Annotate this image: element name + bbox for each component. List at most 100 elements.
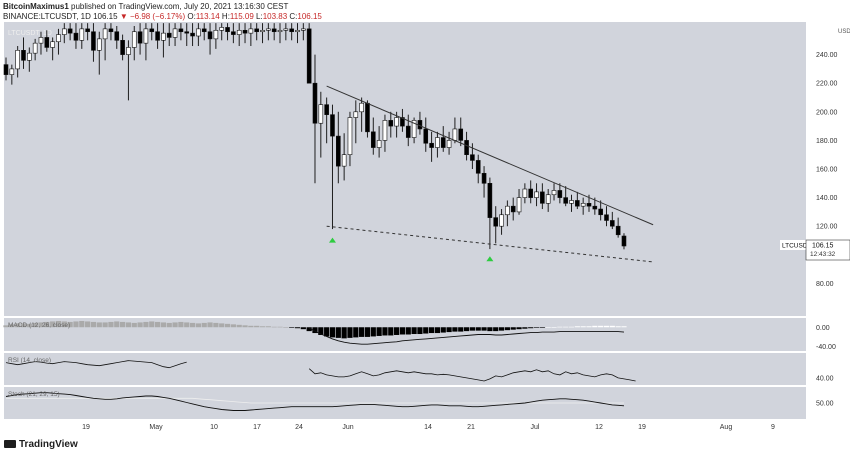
x-tick-label: 24 [295, 424, 303, 431]
macd-histogram-bar [108, 321, 114, 328]
stoch-label: Stoch (21, 29, 15) [8, 391, 60, 398]
candle-body [324, 104, 329, 115]
stoch-y-tick: 50.00 [816, 401, 834, 408]
y-tick-label: 140.00 [816, 195, 838, 202]
macd-histogram-bar [271, 326, 277, 328]
candle-body [481, 172, 487, 184]
candle-body [429, 142, 434, 148]
x-tick-label: 12 [595, 424, 603, 431]
x-tick-label: 19 [638, 424, 646, 431]
macd-histogram-bar [277, 326, 283, 328]
candle-body [423, 128, 429, 144]
publish-info: published on TradingView.com, July 20, 2… [71, 2, 289, 11]
macd-histogram-bar [551, 327, 557, 328]
candle-body [557, 190, 563, 198]
macd-histogram-bar [452, 327, 458, 332]
candle-body [143, 28, 149, 44]
macd-histogram-bar [172, 322, 178, 328]
pane-background-2 [4, 353, 806, 385]
macd-histogram-bar [481, 327, 487, 331]
macd-histogram-bar [539, 327, 545, 328]
unit-label: USDT [838, 29, 850, 35]
candle-body [394, 117, 399, 127]
candle-body [96, 38, 102, 51]
candle-body [32, 42, 38, 54]
candle-body [545, 194, 551, 204]
macd-histogram-bar [32, 322, 38, 328]
macd-histogram-bar [3, 325, 9, 328]
candle-body [266, 28, 271, 31]
candle-body [528, 188, 534, 198]
macd-histogram-bar [67, 321, 73, 328]
candle-body [312, 82, 318, 124]
macd-histogram-bar [137, 322, 143, 328]
price-tag-countdown: 12:43:32 [810, 251, 836, 258]
candle-body [400, 117, 405, 127]
chart-footer [0, 437, 850, 453]
macd-histogram-bar [189, 322, 196, 328]
candle-body [190, 32, 195, 37]
candle-body [56, 34, 61, 43]
rsi-y-tick: 40.00 [816, 375, 834, 382]
macd-histogram-bar [329, 327, 336, 338]
candle-body [201, 28, 207, 33]
price-axis-0 [806, 22, 850, 316]
macd-histogram-bar [73, 321, 79, 328]
candle-body [114, 31, 120, 41]
price-tag-value: 106.15 [812, 243, 834, 250]
macd-histogram-bar [417, 327, 423, 335]
candle-body [330, 114, 335, 137]
candle-body [534, 191, 539, 198]
price-axis-3 [806, 387, 850, 419]
candle-body [575, 200, 580, 207]
candle-body [236, 29, 242, 35]
macd-histogram-bar [38, 322, 44, 328]
candle-body [137, 31, 143, 44]
candle-body [610, 220, 615, 227]
tradingview-wordmark: TradingView [19, 439, 78, 450]
candle-body [411, 120, 417, 138]
candle-body [359, 102, 364, 113]
candle-body [27, 52, 32, 61]
candle-body [242, 29, 248, 34]
macd-histogram-bar [603, 325, 610, 328]
macd-histogram-bar [574, 326, 580, 328]
candle-body [301, 28, 306, 31]
macd-line [308, 327, 625, 345]
candle-body [493, 217, 499, 227]
candle-body [254, 28, 259, 33]
macd-histogram-bar [26, 323, 32, 328]
pane-background-0 [4, 22, 806, 316]
candle-body [289, 28, 294, 33]
candle-body [318, 104, 324, 124]
macd-histogram-bar [120, 321, 126, 328]
macd-histogram-bar [55, 320, 62, 328]
macd-histogram-bar [557, 326, 563, 328]
rsi-label: RSI (14, close) [8, 357, 51, 364]
candle-body [475, 160, 481, 174]
candle-body [91, 31, 96, 51]
x-tick-label: 14 [424, 424, 432, 431]
author-name[interactable]: BitcoinMaximus1 [3, 2, 69, 11]
candle-body [248, 28, 254, 34]
macd-histogram-bar [621, 326, 627, 328]
macd-histogram-bar [248, 325, 254, 328]
macd-histogram-bar [85, 321, 91, 328]
macd-histogram-bar [207, 322, 213, 328]
y-tick-label: 80.00 [816, 281, 834, 288]
tradingview-logo[interactable]: TradingView [4, 439, 78, 450]
candle-body [277, 29, 283, 33]
macd-y-tick: -40.00 [816, 344, 836, 351]
macd-histogram-bar [61, 321, 67, 328]
macd-histogram-bar [469, 327, 475, 331]
macd-histogram-bar [428, 327, 435, 334]
x-tick-label: Aug [720, 424, 733, 431]
macd-histogram-bar [149, 321, 155, 328]
candle-body [225, 27, 230, 33]
y-tick-label: 120.00 [816, 224, 838, 231]
macd-histogram-bar [306, 327, 312, 332]
macd-histogram-bar [102, 322, 108, 328]
candle-body [283, 28, 289, 31]
macd-histogram-bar [318, 327, 324, 335]
